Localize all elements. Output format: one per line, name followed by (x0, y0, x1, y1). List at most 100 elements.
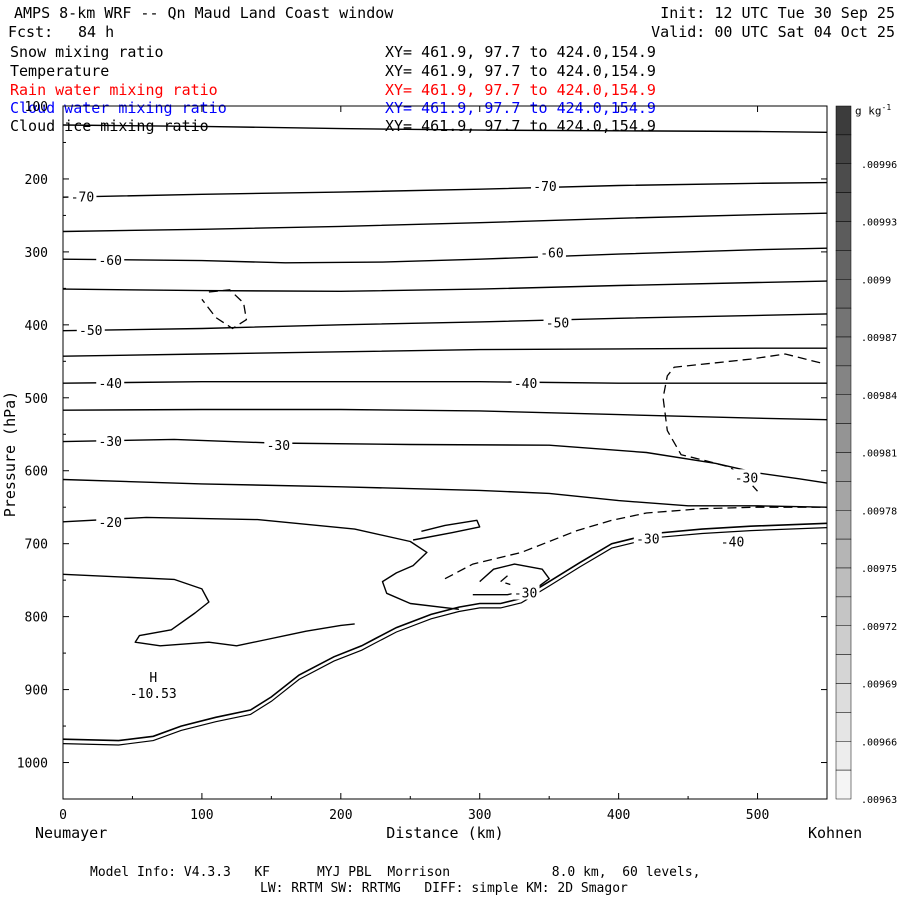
colorbar-units: g kg-1 (855, 101, 891, 119)
colorbar-segment-1 (835, 134, 852, 164)
colorbar-units-exp: -1 (881, 103, 892, 112)
colorbar-segment-21 (835, 712, 852, 742)
colorbar-segment-8 (835, 336, 852, 367)
colorbar-segment-23 (835, 769, 852, 800)
dashed-contour-2 (444, 506, 827, 580)
contour-label-8: -30 (98, 435, 121, 450)
contour-label-13: -40 (721, 535, 744, 550)
contour-layer (62, 124, 828, 746)
colorbar-label-7: .00975 (861, 564, 897, 575)
x-tick-label-300: 300 (468, 808, 491, 823)
contour-label-2: -60 (98, 254, 121, 269)
legend-xy-rain: XY= 461.9, 97.7 to 424.0,154.9 (385, 81, 656, 99)
contour-label-1: -70 (533, 180, 556, 195)
dashed-contour-3 (499, 575, 511, 586)
colorbar-label-0: .00996 (861, 160, 897, 171)
forecast-label: Fcst: (8, 23, 54, 41)
y-tick-label-800: 800 (25, 611, 48, 626)
model-info: Model Info: V4.3.3 KF MYJ PBL Morrison 8… (90, 865, 701, 880)
contour-labels: -70 -70 -60 -60 -50 -50 -40 -40 -30 -30 -30 -30 -30 -… (68, 178, 761, 602)
physics-info: LW: RRTM SW: RRTMG DIFF: simple KM: 2D S… (260, 881, 628, 896)
isotherm-0 (62, 124, 828, 133)
contour-label-bg-8 (96, 432, 125, 448)
colorbar-segment-14 (835, 510, 852, 540)
isotherm-12 (62, 573, 355, 647)
contour-label-bg-11 (633, 530, 662, 546)
x-right-station: Kohnen (808, 824, 863, 842)
isotherm-6 (62, 347, 827, 357)
forecast-hours: 84 h (78, 23, 115, 41)
colorbar-segment-18 (835, 625, 852, 655)
contour-label-bg-10 (732, 469, 761, 485)
contour-label-10: -30 (735, 471, 758, 486)
isotherm-14 (412, 519, 481, 541)
isotherm-8 (62, 408, 828, 421)
contour-label-bg-6 (96, 375, 125, 391)
colorbar-segment-20 (835, 683, 852, 713)
isotherm-9 (62, 438, 828, 484)
colorbar-segment-13 (835, 481, 852, 511)
high-marker-value: -10.53 (129, 686, 177, 702)
isotherm-3 (62, 247, 828, 264)
colorbar-segment-5 (835, 250, 852, 280)
isotherm-1 (62, 181, 828, 198)
legend-xy-snow: XY= 461.9, 97.7 to 424.0,154.9 (385, 43, 656, 61)
colorbar-label-1: .00993 (861, 218, 897, 229)
y-tick-label-900: 900 (25, 684, 48, 699)
legend-name-cloud-water: Cloud water mixing ratio (10, 99, 227, 117)
colorbar-segment-10 (835, 394, 852, 424)
dashed-contour-0 (201, 289, 248, 330)
contour-label-4: -50 (79, 324, 102, 339)
contour-label-bg-4 (76, 321, 105, 337)
isotherm-11 (62, 516, 459, 610)
y-tick-label-100: 100 (25, 100, 48, 115)
legend-name-temperature: Temperature (10, 62, 110, 80)
legend-xy-cloud-water: XY= 461.9, 97.7 to 424.0,154.9 (385, 99, 656, 117)
isotherm-2 (62, 212, 828, 233)
y-ticks: 100 200 300 400 500 600 700 800 900 1000 (17, 100, 827, 772)
y-tick-label-1000: 1000 (17, 757, 48, 772)
contour-label-bg-7 (511, 375, 540, 391)
contour-label-bg-3 (537, 244, 566, 260)
colorbar-segment-4 (835, 221, 852, 251)
contour-label-bg-12 (511, 584, 540, 600)
colorbar-label-9: .00969 (861, 680, 897, 691)
x-left-station: Neumayer (35, 824, 108, 842)
colorbar-segment-15 (835, 538, 852, 569)
chart-title: AMPS 8-km WRF -- Qn Maud Land Coast wind… (14, 4, 394, 22)
y-tick-label-500: 500 (25, 392, 48, 407)
x-tick-label-0: 0 (59, 808, 67, 823)
isotherm-10 (62, 478, 828, 508)
colorbar-segment-17 (835, 596, 852, 626)
y-tick-label-400: 400 (25, 319, 48, 334)
legend-xy-temperature: XY= 461.9, 97.7 to 424.0,154.9 (385, 62, 656, 80)
colorbar-label-3: .00987 (861, 333, 897, 344)
contour-label-14: -20 (98, 516, 121, 531)
colorbar-label-2: .0099 (861, 275, 891, 286)
init-time: Init: 12 UTC Tue 30 Sep 25 (660, 4, 895, 22)
y-tick-label-300: 300 (25, 246, 48, 261)
colorbar-segment-9 (835, 365, 852, 395)
plot-frame (62, 105, 828, 800)
colorbar: .00996 .00993 .0099 .00987 .00984 .00981 .0097… (835, 105, 897, 806)
legend-name-snow: Snow mixing ratio (10, 43, 164, 61)
contour-label-bg-2 (96, 251, 125, 267)
x-tick-label-200: 200 (329, 808, 352, 823)
contour-label-3: -60 (540, 247, 563, 262)
contour-label-6: -40 (98, 377, 121, 392)
y-tick-label-200: 200 (25, 173, 48, 188)
colorbar-label-11: .00963 (861, 795, 897, 806)
contour-label-9: -30 (267, 439, 290, 454)
isotherm-7 (62, 381, 827, 384)
y-axis-label: Pressure (hPa) (1, 390, 20, 518)
x-ticks: 0 100 200 300 400 500 (59, 106, 769, 823)
colorbar-segment-2 (835, 163, 852, 193)
contour-label-0: -70 (71, 190, 94, 205)
isotherm-5 (62, 313, 828, 332)
valid-time: Valid: 00 UTC Sat 04 Oct 25 (651, 23, 895, 41)
colorbar-segment-11 (835, 423, 852, 453)
contour-label-bg-13 (718, 533, 747, 549)
contour-label-12: -30 (514, 587, 537, 602)
contour-label-5: -50 (546, 317, 569, 332)
